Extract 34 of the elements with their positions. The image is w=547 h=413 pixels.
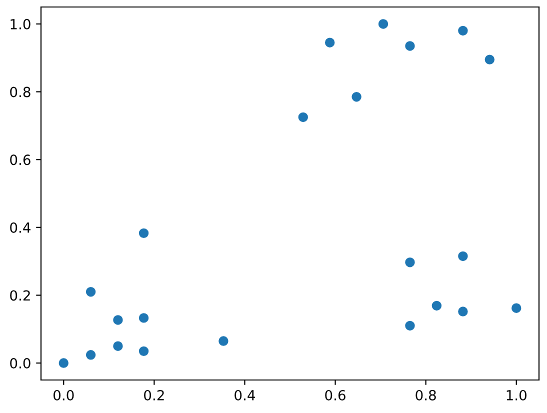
y-tick-label: 0.6 <box>10 154 30 166</box>
point <box>138 346 149 356</box>
point <box>138 228 149 238</box>
point <box>86 286 96 297</box>
point <box>405 41 415 51</box>
point <box>378 19 388 29</box>
x-tick-label: 1.0 <box>506 390 526 400</box>
point <box>113 315 123 325</box>
x-tick-label: 0.4 <box>234 390 255 400</box>
point <box>512 303 522 313</box>
point <box>458 306 468 316</box>
point <box>432 300 442 311</box>
x-tick-label: 0.8 <box>416 390 436 400</box>
point <box>405 257 415 268</box>
x-tick-label: 0.2 <box>144 390 164 400</box>
point <box>298 112 308 122</box>
x-tick-label: 0.0 <box>54 390 74 400</box>
y-tick-label: 0.8 <box>10 86 30 98</box>
point <box>352 92 362 102</box>
point <box>58 358 68 368</box>
point <box>218 336 228 346</box>
y-tick-label: 0.2 <box>10 290 30 301</box>
point <box>324 38 335 48</box>
y-tick-label: 1.0 <box>10 18 30 30</box>
y-tick-label: 0.4 <box>10 222 30 233</box>
point <box>484 54 495 64</box>
point <box>86 350 96 360</box>
point <box>458 26 468 36</box>
y-tick-label: 0.0 <box>10 358 30 369</box>
point <box>113 341 123 351</box>
point <box>458 251 468 262</box>
x-tick-label: 0.6 <box>325 390 346 400</box>
point <box>138 313 149 323</box>
point <box>405 320 415 331</box>
